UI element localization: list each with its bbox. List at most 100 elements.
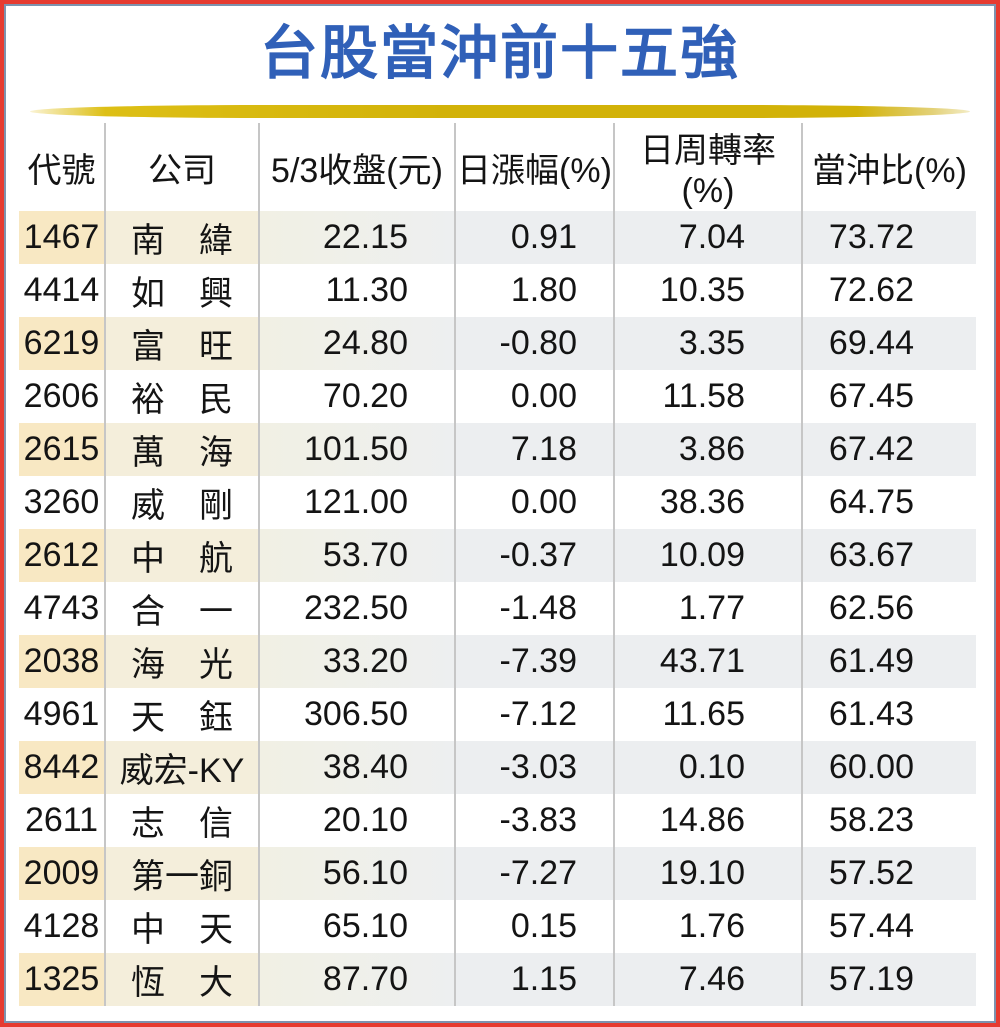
close-cell: 232.50: [258, 582, 455, 635]
company-cell: 南 緯: [104, 211, 259, 264]
code-cell: 4961: [19, 688, 105, 741]
code-cell: 2611: [19, 794, 105, 847]
table-credit-label: 製表：李娟萍: [836, 1014, 974, 1021]
close-cell: 65.10: [258, 900, 455, 953]
turnover-cell: 1.76: [613, 900, 802, 953]
table-row: 2615 萬 海 101.50 7.18 3.86 67.42: [19, 423, 976, 476]
change-cell: -1.48: [454, 582, 614, 635]
table-row: 8442 威宏-KY 38.40 -3.03 0.10 60.00: [19, 741, 976, 794]
change-cell: 0.91: [454, 211, 614, 264]
header-row: 代號 公司 5/3收盤(元) 日漲幅(%) 日周轉率(%) 當沖比(%): [19, 123, 976, 211]
close-cell: 24.80: [258, 317, 455, 370]
company-cell: 中 天: [104, 900, 259, 953]
company-cell: 第一銅: [104, 847, 259, 900]
change-cell: 1.80: [454, 264, 614, 317]
close-cell: 56.10: [258, 847, 455, 900]
code-cell: 2038: [19, 635, 105, 688]
ratio-cell: 57.19: [801, 953, 976, 1006]
ratio-cell: 61.49: [801, 635, 976, 688]
change-cell: 0.00: [454, 370, 614, 423]
ratio-cell: 58.23: [801, 794, 976, 847]
ratio-cell: 67.42: [801, 423, 976, 476]
turnover-cell: 38.36: [613, 476, 802, 529]
code-cell: 3260: [19, 476, 105, 529]
ratio-cell: 57.52: [801, 847, 976, 900]
page-title: 台股當沖前十五強: [259, 21, 740, 86]
table-row: 4414 如 興 11.30 1.80 10.35 72.62: [19, 264, 976, 317]
code-cell: 4743: [19, 582, 105, 635]
code-cell: 2009: [19, 847, 105, 900]
ratio-cell: 72.62: [801, 264, 976, 317]
change-cell: 0.00: [454, 476, 614, 529]
change-cell: -0.37: [454, 529, 614, 582]
turnover-cell: 11.65: [613, 688, 802, 741]
table-row: 2009 第一銅 56.10 -7.27 19.10 57.52: [19, 847, 976, 900]
ratio-cell: 60.00: [801, 741, 976, 794]
ratio-cell: 57.44: [801, 900, 976, 953]
turnover-cell: 19.10: [613, 847, 802, 900]
col-header-turnover: 日周轉率(%): [613, 123, 802, 211]
ratio-cell: 67.45: [801, 370, 976, 423]
company-cell: 裕 民: [104, 370, 259, 423]
turnover-cell: 10.09: [613, 529, 802, 582]
turnover-cell: 7.04: [613, 211, 802, 264]
company-cell: 天 鈺: [104, 688, 259, 741]
change-cell: -7.39: [454, 635, 614, 688]
data-source-label: 資料來源：CMoney: [30, 1014, 231, 1021]
change-cell: -7.12: [454, 688, 614, 741]
company-cell: 富 旺: [104, 317, 259, 370]
inner-blue-frame: 台股當沖前十五強 代號 公司 5/3收盤(元) 日漲幅(%) 日周轉率(%) 當…: [4, 4, 996, 1023]
company-cell: 海 光: [104, 635, 259, 688]
turnover-cell: 7.46: [613, 953, 802, 1006]
table-row: 3260 威 剛 121.00 0.00 38.36 64.75: [19, 476, 976, 529]
table-row: 2611 志 信 20.10 -3.83 14.86 58.23: [19, 794, 976, 847]
ratio-cell: 69.44: [801, 317, 976, 370]
turnover-cell: 43.71: [613, 635, 802, 688]
turnover-cell: 11.58: [613, 370, 802, 423]
close-cell: 22.15: [258, 211, 455, 264]
code-cell: 6219: [19, 317, 105, 370]
table-row: 2606 裕 民 70.20 0.00 11.58 67.45: [19, 370, 976, 423]
close-cell: 101.50: [258, 423, 455, 476]
code-cell: 4414: [19, 264, 105, 317]
table-row: 4961 天 鈺 306.50 -7.12 11.65 61.43: [19, 688, 976, 741]
table-row: 1325 恆 大 87.70 1.15 7.46 57.19: [19, 953, 976, 1006]
company-cell: 合 一: [104, 582, 259, 635]
code-cell: 1467: [19, 211, 105, 264]
close-cell: 38.40: [258, 741, 455, 794]
close-cell: 121.00: [258, 476, 455, 529]
turnover-cell: 3.35: [613, 317, 802, 370]
turnover-cell: 0.10: [613, 741, 802, 794]
change-cell: 7.18: [454, 423, 614, 476]
ratio-cell: 64.75: [801, 476, 976, 529]
company-cell: 萬 海: [104, 423, 259, 476]
company-cell: 恆 大: [104, 953, 259, 1006]
table-row: 4743 合 一 232.50 -1.48 1.77 62.56: [19, 582, 976, 635]
change-cell: 1.15: [454, 953, 614, 1006]
close-cell: 20.10: [258, 794, 455, 847]
company-cell: 如 興: [104, 264, 259, 317]
table-row: 6219 富 旺 24.80 -0.80 3.35 69.44: [19, 317, 976, 370]
change-cell: -3.83: [454, 794, 614, 847]
change-cell: -7.27: [454, 847, 614, 900]
turnover-cell: 3.86: [613, 423, 802, 476]
code-cell: 4128: [19, 900, 105, 953]
turnover-cell: 1.77: [613, 582, 802, 635]
close-cell: 87.70: [258, 953, 455, 1006]
table-row: 4128 中 天 65.10 0.15 1.76 57.44: [19, 900, 976, 953]
ratio-cell: 62.56: [801, 582, 976, 635]
company-cell: 威宏-KY: [104, 741, 259, 794]
col-header-code: 代號: [19, 123, 105, 211]
code-cell: 1325: [19, 953, 105, 1006]
close-cell: 53.70: [258, 529, 455, 582]
company-cell: 志 信: [104, 794, 259, 847]
close-cell: 70.20: [258, 370, 455, 423]
turnover-cell: 14.86: [613, 794, 802, 847]
col-header-change: 日漲幅(%): [454, 123, 614, 211]
gold-divider-bar: [30, 105, 970, 118]
turnover-cell: 10.35: [613, 264, 802, 317]
change-cell: -3.03: [454, 741, 614, 794]
ratio-cell: 63.67: [801, 529, 976, 582]
